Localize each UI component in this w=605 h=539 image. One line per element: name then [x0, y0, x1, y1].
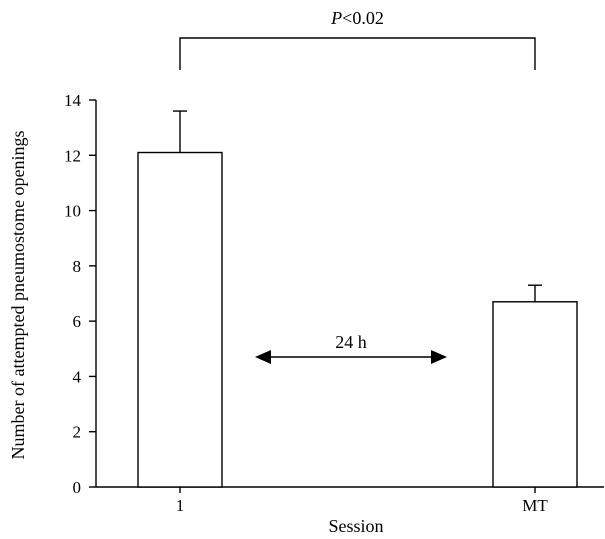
y-tick-label-1: 2	[73, 423, 82, 442]
y-tick-label-4: 8	[73, 257, 82, 276]
annotations: P<0.02 24 h	[179, 8, 536, 364]
x-axis-title: Session	[328, 516, 383, 536]
y-tick-label-6: 12	[64, 146, 81, 165]
interval-label: 24 h	[335, 332, 367, 352]
x-tick-label-0: 1	[176, 496, 185, 515]
significance-bracket	[179, 37, 536, 70]
y-tick-label-3: 6	[73, 312, 82, 331]
significance-label: P<0.02	[330, 8, 384, 28]
y-axis: 0 2 4 6 8 10 12 14	[64, 91, 97, 497]
y-tick-label-5: 10	[64, 202, 81, 221]
x-axis: 1 MT	[96, 486, 604, 515]
y-tick-label-2: 4	[73, 367, 82, 386]
bar-0	[137, 151, 223, 488]
x-tick-label-1: MT	[522, 496, 548, 515]
y-tick-label-7: 14	[64, 91, 82, 110]
y-axis-title: Number of attempted pneumostome openings	[8, 131, 28, 460]
significance-value: <0.02	[342, 8, 384, 28]
interval-arrowhead-right	[431, 350, 447, 364]
y-tick-label-0: 0	[73, 478, 82, 497]
bar-1	[492, 301, 578, 488]
interval-arrowhead-left	[255, 350, 271, 364]
bars	[137, 110, 578, 488]
significance-p: P	[330, 8, 342, 28]
